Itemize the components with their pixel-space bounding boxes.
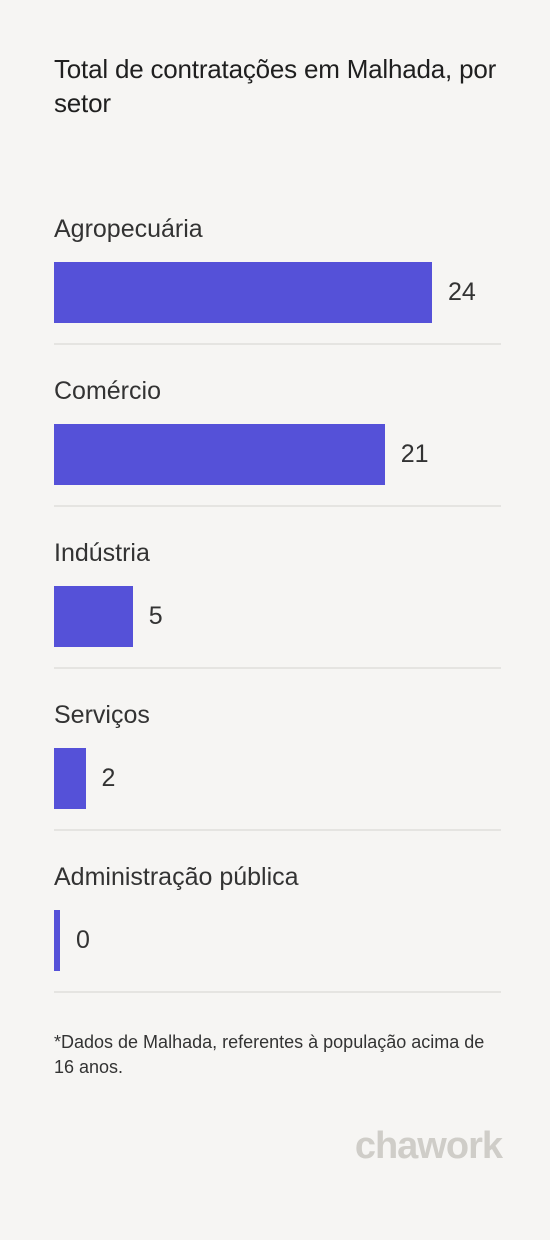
chawork-logo: chawork xyxy=(354,1125,503,1167)
chart-row: Agropecuária 24 xyxy=(54,200,501,362)
bar-chart: Agropecuária 24 Comércio 21 Indústria 5 Serviç… xyxy=(54,200,501,1010)
bar xyxy=(54,262,432,323)
category-label: Administração pública xyxy=(54,863,299,891)
row-divider xyxy=(54,667,501,669)
row-divider xyxy=(54,505,501,507)
bar xyxy=(54,748,86,809)
value-label: 24 xyxy=(448,278,476,306)
chart-row: Indústria 5 xyxy=(54,524,501,686)
category-label: Serviços xyxy=(54,701,150,729)
chart-row: Serviços 2 xyxy=(54,686,501,848)
value-label: 2 xyxy=(101,764,116,792)
footnote: *Dados de Malhada, referentes à populaçã… xyxy=(54,1032,485,1077)
chart-title: Total de contratações em Malhada, por se… xyxy=(54,54,497,118)
value-label: 0 xyxy=(76,926,90,954)
row-divider xyxy=(54,343,501,345)
row-divider xyxy=(54,991,501,993)
bar xyxy=(54,910,60,971)
category-label: Indústria xyxy=(54,539,150,567)
row-divider xyxy=(54,829,501,831)
bar xyxy=(54,586,133,647)
value-label: 5 xyxy=(148,602,163,630)
bar xyxy=(54,424,385,485)
chart-row: Administração pública 0 xyxy=(54,848,501,1010)
category-label: Agropecuária xyxy=(54,215,203,243)
category-label: Comércio xyxy=(54,377,161,405)
value-label: 21 xyxy=(400,440,429,468)
chart-row: Comércio 21 xyxy=(54,362,501,524)
